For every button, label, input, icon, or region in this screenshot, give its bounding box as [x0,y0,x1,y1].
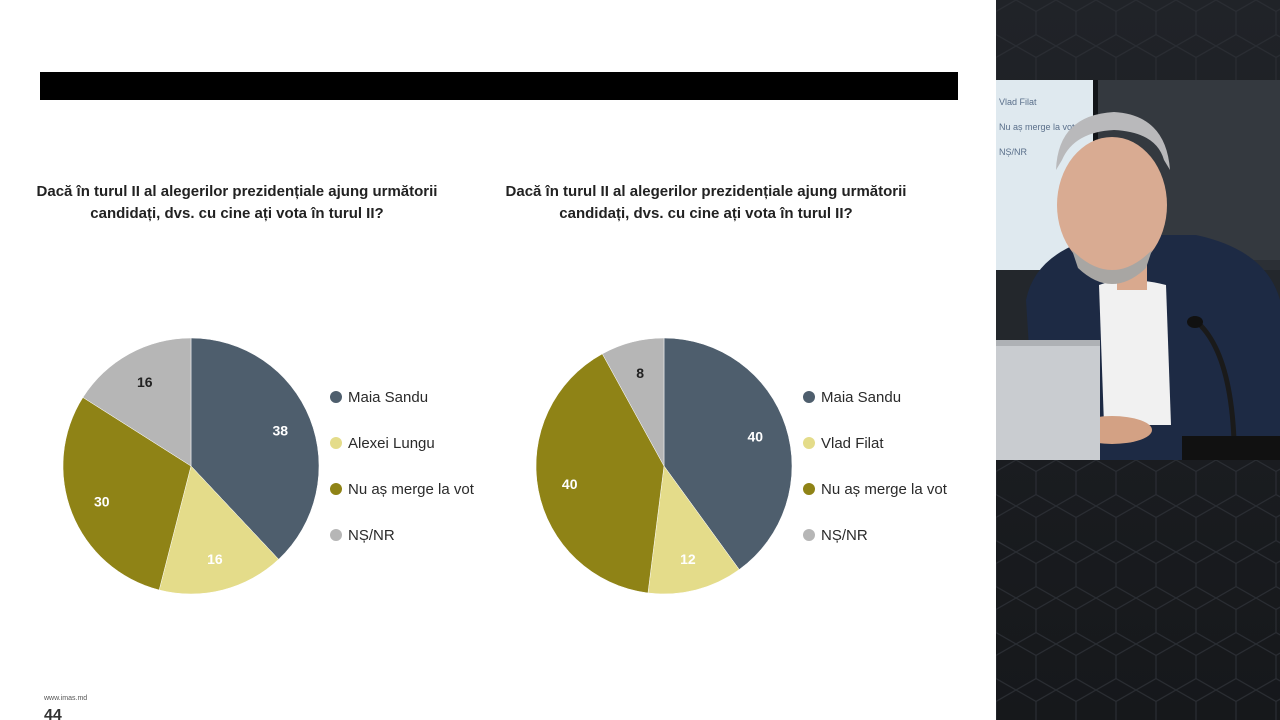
chart-2-slice-2 [647,465,740,595]
chart-2-data-label-3: 40 [562,476,578,492]
video-feed: Vlad Filat Nu aș merge la vot NȘ/NR [996,0,1280,720]
chart-1-title: Dacă în turul II al alegerilor prezidenț… [36,183,438,222]
presenter-video: Vlad Filat Nu aș merge la vot NȘ/NR [996,0,1280,720]
chart-1-data-label-3: 30 [94,493,110,509]
chart-2-title: Dacă în turul II al alegerilor prezidenț… [505,183,907,222]
chart-1-data-label-2: 16 [207,551,223,567]
chart-1-slice-2 [158,465,279,595]
screen-text-2: Nu aș merge la vot [999,122,1075,132]
presentation-slide: Dacă în turul II al alegerilor prezidenț… [36,72,958,720]
screen-text-1: Vlad Filat [999,97,1037,107]
chart-1-legend-label-3: Nu aș merge la vot [348,481,475,498]
chart-2-legend-label-2: Vlad Filat [821,435,884,452]
chart-2-legend-swatch-3 [803,483,815,495]
chart-1-legend-swatch-2 [330,437,342,449]
chart-2-legend-label-1: Maia Sandu [821,389,901,406]
chart-1-legend-label-4: NȘ/NR [348,527,395,544]
chart-1-slice-4 [82,337,192,467]
chart-2-legend-label-4: NȘ/NR [821,527,868,544]
chart-2-slice-1 [663,337,793,570]
chart-1-data-label-4: 16 [137,374,153,390]
chart-1-legend-swatch-4 [330,529,342,541]
laptop [996,340,1100,460]
screen-text-3: NȘ/NR [999,147,1028,157]
chart-1-legend-swatch-1 [330,391,342,403]
chart-2-data-label-1: 40 [748,428,764,444]
microphone [1182,315,1280,460]
chart-1-data-label-1: 38 [272,423,288,439]
chart-2-slice-3 [535,353,665,594]
studio-camera-frame: Vlad Filat Nu aș merge la vot NȘ/NR [996,80,1280,460]
chart-1-slice-1 [190,337,320,560]
pie-charts: 38 16 30 16 Maia Sandu Alexei Lungu Nu aș merg… [62,337,948,595]
chart-2-legend-swatch-2 [803,437,815,449]
chart-1-legend-label-2: Alexei Lungu [348,435,435,452]
chart-2-legend-swatch-4 [803,529,815,541]
chart-1-legend-label-1: Maia Sandu [348,389,428,406]
chart-1-slice-3 [62,397,192,591]
header-bar [40,72,958,100]
chart-1-legend-swatch-3 [330,483,342,495]
chart-2-legend-swatch-1 [803,391,815,403]
footer-url: www.imas.md [44,695,88,702]
chart-2-legend-label-3: Nu aș merge la vot [821,481,948,498]
chart-2-data-label-4: 8 [636,365,644,381]
page-number: 44 [44,707,62,720]
chart-2-slice-4 [601,337,665,467]
chart-2-data-label-2: 12 [680,551,696,567]
